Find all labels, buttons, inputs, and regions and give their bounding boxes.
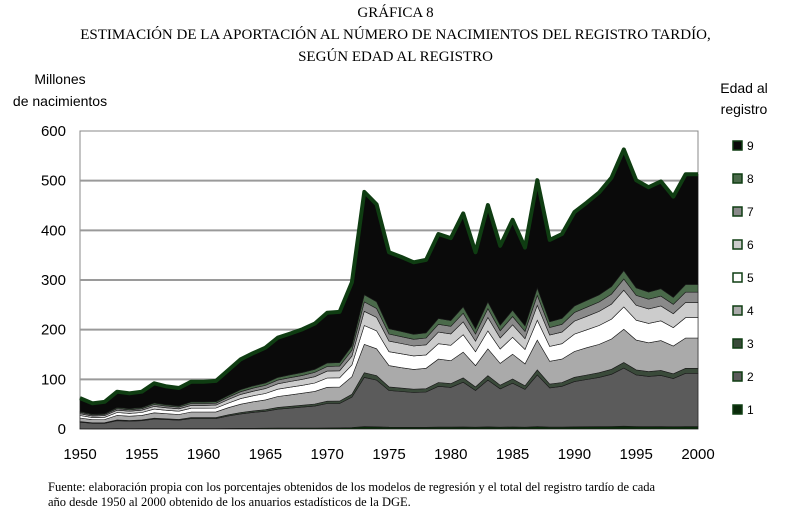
legend-swatch-2 (732, 371, 743, 382)
x-tick-label: 1990 (558, 446, 591, 463)
x-tick-label: 1950 (63, 446, 96, 463)
y-tick-label: 0 (58, 421, 66, 438)
legend-label-2: 2 (747, 370, 754, 384)
total-outline (79, 147, 698, 406)
legend-label-6: 6 (747, 238, 754, 252)
y-axis-label-line2: de nacimientos (12, 93, 108, 109)
chart-subtitle-line2: SEGÚN EDAD AL REGISTRO (298, 49, 493, 65)
x-tick-label: 1975 (372, 446, 405, 463)
legend-swatch-4 (732, 305, 743, 316)
legend-label-3: 3 (747, 337, 754, 351)
legend-swatch-1 (732, 404, 743, 415)
source-note-line1: Fuente: elaboración propia con los porce… (48, 480, 656, 494)
legend-label-1: 1 (747, 403, 754, 417)
x-tick-label: 1970 (311, 446, 344, 463)
y-tick-label: 400 (41, 222, 66, 239)
source-note: Fuente: elaboración propia con los porce… (48, 480, 784, 510)
legend-label-7: 7 (747, 205, 754, 219)
legend: 9 8 7 6 5 4 3 2 1 (732, 139, 754, 417)
legend-label-9: 9 (747, 139, 754, 153)
legend-swatch-5 (732, 272, 743, 283)
x-tick-label: 1955 (125, 446, 158, 463)
y-tick-label: 200 (41, 322, 66, 339)
x-tick-label: 1960 (187, 446, 220, 463)
legend-title: Edad al registro (700, 78, 788, 120)
x-tick-label: 1995 (620, 446, 653, 463)
legend-swatch-6 (732, 239, 743, 250)
source-note-line2: año desde 1950 al 2000 obtenido de los a… (48, 495, 411, 509)
chart-title: GRÁFICA 8 (357, 5, 434, 21)
legend-label-5: 5 (747, 271, 754, 285)
x-tick-label: 2000 (681, 446, 714, 463)
legend-swatch-3 (732, 338, 743, 349)
chart-subtitle-line1: ESTIMACIÓN DE LA APORTACIÓN AL NÚMERO DE… (80, 27, 711, 43)
y-tick-label: 100 (41, 371, 66, 388)
y-tick-label: 600 (41, 123, 66, 140)
x-tick-label: 1965 (249, 446, 282, 463)
x-tick-label: 1980 (434, 446, 467, 463)
y-axis-label-line1: Millones (34, 71, 86, 87)
area-series (79, 147, 699, 430)
legend-title-line1: Edad al (720, 80, 768, 96)
legend-swatch-7 (732, 206, 743, 217)
legend-title-line2: registro (720, 101, 768, 117)
legend-swatch-8 (732, 173, 743, 184)
x-axis-ticks: 1950 1955 1960 1965 1970 1975 1980 1985 1990 1995… (63, 446, 714, 463)
y-axis-label: Millones de nacimientos (6, 68, 114, 112)
y-tick-label: 500 (41, 173, 66, 190)
legend-swatch-9 (732, 140, 743, 151)
legend-label-8: 8 (747, 172, 754, 186)
y-axis-ticks: 0 100 200 300 400 500 600 (41, 123, 66, 438)
legend-label-4: 4 (747, 304, 754, 318)
x-tick-label: 1985 (496, 446, 529, 463)
y-tick-label: 300 (41, 272, 66, 289)
